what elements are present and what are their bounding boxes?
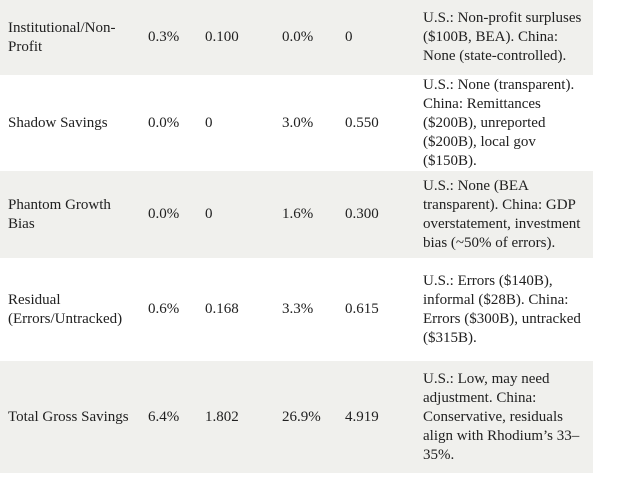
china-pct-cell: 3.0% <box>282 114 314 131</box>
notes-cell: U.S.: Non-profit surpluses ($100B, BEA).… <box>423 10 582 64</box>
china-value-cell: 0 <box>345 29 353 45</box>
us-pct-cell: 6.4% <box>148 408 180 425</box>
us-value-cell: 0.168 <box>205 301 239 317</box>
table-row: Phantom Growth Bias 0.0% 0 1.6% 0.300 U.… <box>0 171 593 258</box>
table-row: Total Gross Savings 6.4% 1.802 26.9% 4.9… <box>0 361 593 473</box>
china-pct-cell: 26.9% <box>282 408 321 425</box>
china-value-cell: 0.615 <box>345 301 379 317</box>
china-value-cell: 4.919 <box>345 408 379 425</box>
data-table: Institutional/Non-Profit 0.3% 0.100 0.0%… <box>0 0 593 473</box>
china-value-cell: 0.300 <box>345 206 379 222</box>
table-row: Shadow Savings 0.0% 0 3.0% 0.550 U.S.: N… <box>0 75 593 171</box>
notes-cell: U.S.: None (BEA transparent). China: GDP… <box>423 177 581 251</box>
china-pct-cell: 1.6% <box>282 206 314 222</box>
row-label-cell: Phantom Growth Bias <box>8 196 111 232</box>
us-pct-cell: 0.0% <box>148 206 180 222</box>
row-label-cell: Shadow Savings <box>8 114 108 131</box>
table-row: Residual (Errors/Untracked) 0.6% 0.168 3… <box>0 258 593 361</box>
china-pct-cell: 3.3% <box>282 301 314 317</box>
row-label-cell: Total Gross Savings <box>8 408 129 425</box>
notes-cell: U.S.: Errors ($140B), informal ($28B). C… <box>423 272 581 346</box>
notes-cell: U.S.: Low, may need adjustment. China: C… <box>423 370 580 463</box>
us-pct-cell: 0.3% <box>148 29 180 45</box>
table-row: Institutional/Non-Profit 0.3% 0.100 0.0%… <box>0 0 593 75</box>
us-value-cell: 0 <box>205 206 213 222</box>
row-label-cell: Residual (Errors/Untracked) <box>8 291 123 327</box>
us-pct-cell: 0.6% <box>148 301 180 317</box>
row-label-cell: Institutional/Non-Profit <box>8 19 116 55</box>
us-value-cell: 0 <box>205 114 213 131</box>
us-pct-cell: 0.0% <box>148 114 180 131</box>
china-value-cell: 0.550 <box>345 114 379 131</box>
china-pct-cell: 0.0% <box>282 29 314 45</box>
us-value-cell: 0.100 <box>205 29 239 45</box>
us-value-cell: 1.802 <box>205 408 239 425</box>
notes-cell: U.S.: None (transparent). China: Remitta… <box>423 76 575 169</box>
